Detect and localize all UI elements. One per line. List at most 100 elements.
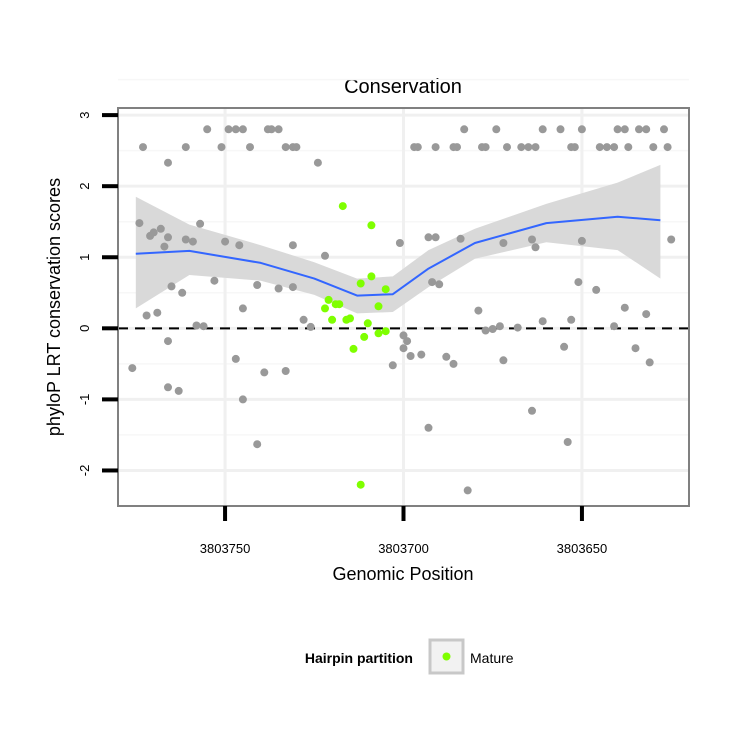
score-point xyxy=(577,125,586,134)
score-point xyxy=(453,143,461,152)
score-point xyxy=(449,359,458,368)
score-point xyxy=(199,322,208,331)
score-point xyxy=(592,285,601,294)
score-point xyxy=(570,143,579,152)
score-point xyxy=(403,337,412,346)
score-point xyxy=(160,242,169,251)
score-point xyxy=(667,235,676,244)
score-point xyxy=(517,143,526,152)
score-point xyxy=(499,356,508,365)
score-point xyxy=(635,125,643,134)
mature-point xyxy=(381,327,390,336)
mature-point xyxy=(342,315,351,324)
score-point xyxy=(164,233,172,242)
score-point xyxy=(663,143,672,152)
score-point xyxy=(620,303,629,312)
score-point xyxy=(203,125,212,134)
score-point xyxy=(181,143,190,152)
score-point xyxy=(167,282,176,291)
score-point xyxy=(531,143,540,152)
mature-point xyxy=(374,302,383,311)
score-point xyxy=(149,228,158,237)
score-point xyxy=(174,386,183,395)
score-point xyxy=(645,358,654,367)
score-point xyxy=(431,143,440,152)
score-point xyxy=(528,406,536,415)
score-point xyxy=(620,125,629,134)
score-point xyxy=(260,368,269,377)
score-point xyxy=(481,143,490,152)
score-point xyxy=(642,310,651,319)
smooth-fit-line xyxy=(135,215,661,297)
score-point xyxy=(306,322,315,331)
score-point xyxy=(649,143,658,152)
score-point xyxy=(474,306,483,315)
score-point xyxy=(431,233,440,242)
score-point xyxy=(292,143,301,152)
score-point xyxy=(424,233,433,242)
score-point xyxy=(456,234,465,243)
score-point xyxy=(238,304,247,313)
mature-point xyxy=(338,202,347,211)
mature-point xyxy=(363,319,372,328)
chart-title: Conservation xyxy=(344,76,462,98)
score-point xyxy=(499,239,508,247)
score-point xyxy=(428,278,437,287)
score-point xyxy=(313,158,322,167)
score-point xyxy=(224,125,233,134)
score-point xyxy=(406,352,415,360)
score-point xyxy=(196,219,205,228)
mature-point xyxy=(321,304,329,313)
y-axis-label: phyloP LRT conservation scores xyxy=(44,178,64,436)
x-axis-label: Genomic Position xyxy=(332,564,473,584)
mature-point xyxy=(360,332,369,341)
score-point xyxy=(395,239,404,247)
score-point xyxy=(235,241,244,250)
score-point xyxy=(556,125,565,134)
score-point xyxy=(613,125,622,134)
score-point xyxy=(538,125,547,134)
mature-point xyxy=(328,315,337,324)
score-point xyxy=(274,284,283,293)
score-point xyxy=(531,243,540,252)
score-point xyxy=(217,143,226,152)
score-point xyxy=(399,331,408,340)
score-point xyxy=(164,383,172,392)
legend-mature-dot xyxy=(442,652,451,661)
score-point xyxy=(417,350,426,359)
score-point xyxy=(642,125,651,134)
score-point xyxy=(164,337,172,346)
y-tick-label: 3 xyxy=(77,111,92,118)
score-point xyxy=(595,143,604,152)
score-point xyxy=(238,395,247,404)
score-point xyxy=(488,325,497,333)
mature-point xyxy=(367,221,376,230)
score-point xyxy=(238,125,247,134)
score-point xyxy=(399,344,408,353)
y-tick-label: 0 xyxy=(77,325,92,332)
score-point xyxy=(231,354,240,363)
score-point xyxy=(624,143,633,152)
score-point xyxy=(135,219,144,228)
score-point xyxy=(513,323,522,332)
score-point xyxy=(164,158,172,167)
legend-title: Hairpin partition xyxy=(305,650,413,666)
score-point xyxy=(481,326,490,335)
score-point xyxy=(463,486,472,495)
mature-point xyxy=(324,295,333,304)
score-point xyxy=(281,367,290,375)
score-point xyxy=(188,237,197,246)
score-point xyxy=(153,308,162,317)
score-point xyxy=(299,315,308,324)
data-points xyxy=(128,125,676,495)
score-point xyxy=(388,361,397,370)
score-point xyxy=(274,125,283,134)
mature-point xyxy=(381,285,390,294)
score-point xyxy=(221,237,230,246)
score-point xyxy=(610,143,619,152)
score-point xyxy=(321,251,329,260)
score-point xyxy=(178,288,187,297)
score-point xyxy=(281,143,290,152)
score-point xyxy=(574,278,583,287)
